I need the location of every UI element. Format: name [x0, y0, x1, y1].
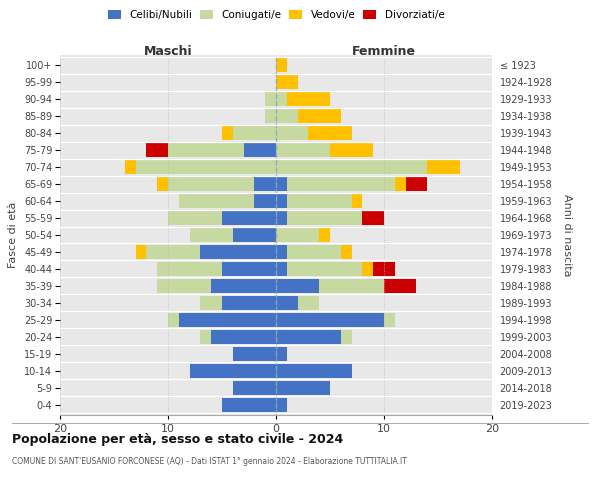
- Bar: [233, 126, 276, 140]
- Bar: [276, 75, 298, 89]
- Bar: [384, 313, 395, 327]
- Bar: [276, 109, 298, 123]
- Text: Femmine: Femmine: [352, 44, 416, 58]
- Bar: [265, 92, 276, 106]
- Bar: [276, 364, 352, 378]
- Bar: [276, 160, 427, 174]
- Bar: [287, 92, 330, 106]
- Bar: [319, 279, 384, 293]
- Bar: [341, 245, 352, 259]
- Bar: [233, 228, 276, 242]
- Bar: [222, 296, 276, 310]
- Bar: [222, 262, 276, 276]
- Bar: [308, 126, 352, 140]
- Bar: [200, 330, 211, 344]
- Bar: [276, 313, 384, 327]
- Bar: [168, 211, 222, 225]
- Y-axis label: Fasce di età: Fasce di età: [8, 202, 19, 268]
- Bar: [190, 364, 276, 378]
- Text: Maschi: Maschi: [143, 44, 193, 58]
- Bar: [276, 177, 287, 191]
- Bar: [146, 143, 168, 157]
- Bar: [276, 92, 287, 106]
- Y-axis label: Anni di nascita: Anni di nascita: [562, 194, 572, 276]
- Bar: [233, 381, 276, 395]
- Bar: [125, 160, 136, 174]
- Text: COMUNE DI SANT'EUSANIO FORCONESE (AQ) - Dati ISTAT 1° gennaio 2024 - Elaborazion: COMUNE DI SANT'EUSANIO FORCONESE (AQ) - …: [12, 457, 407, 466]
- Bar: [233, 347, 276, 361]
- Bar: [341, 330, 352, 344]
- Bar: [362, 211, 384, 225]
- Bar: [287, 262, 362, 276]
- Bar: [136, 245, 146, 259]
- Bar: [157, 177, 168, 191]
- Bar: [319, 228, 330, 242]
- Bar: [265, 109, 276, 123]
- Bar: [298, 296, 319, 310]
- Bar: [200, 296, 222, 310]
- Bar: [276, 279, 319, 293]
- Bar: [276, 262, 287, 276]
- Bar: [287, 177, 395, 191]
- Bar: [276, 58, 287, 72]
- Bar: [157, 279, 211, 293]
- Bar: [179, 194, 254, 208]
- Legend: Celibi/Nubili, Coniugati/e, Vedovi/e, Divorziati/e: Celibi/Nubili, Coniugati/e, Vedovi/e, Di…: [107, 10, 445, 20]
- Bar: [298, 109, 341, 123]
- Bar: [254, 177, 276, 191]
- Bar: [190, 228, 233, 242]
- Bar: [211, 279, 276, 293]
- Bar: [168, 313, 179, 327]
- Bar: [179, 313, 276, 327]
- Bar: [200, 245, 276, 259]
- Bar: [157, 262, 222, 276]
- Bar: [287, 194, 352, 208]
- Bar: [168, 143, 244, 157]
- Bar: [276, 398, 287, 412]
- Bar: [287, 245, 341, 259]
- Bar: [276, 211, 287, 225]
- Bar: [222, 126, 233, 140]
- Bar: [276, 194, 287, 208]
- Text: Popolazione per età, sesso e stato civile - 2024: Popolazione per età, sesso e stato civil…: [12, 432, 343, 446]
- Bar: [276, 381, 330, 395]
- Bar: [276, 228, 319, 242]
- Bar: [276, 126, 308, 140]
- Bar: [254, 194, 276, 208]
- Bar: [373, 262, 395, 276]
- Bar: [427, 160, 460, 174]
- Bar: [211, 330, 276, 344]
- Bar: [352, 194, 362, 208]
- Bar: [222, 211, 276, 225]
- Bar: [244, 143, 276, 157]
- Bar: [222, 398, 276, 412]
- Bar: [146, 245, 200, 259]
- Bar: [384, 279, 416, 293]
- Bar: [395, 177, 406, 191]
- Bar: [168, 177, 254, 191]
- Bar: [276, 330, 341, 344]
- Bar: [136, 160, 276, 174]
- Bar: [330, 143, 373, 157]
- Bar: [362, 262, 373, 276]
- Bar: [276, 245, 287, 259]
- Bar: [287, 211, 362, 225]
- Bar: [276, 296, 298, 310]
- Bar: [276, 347, 287, 361]
- Bar: [276, 143, 330, 157]
- Bar: [406, 177, 427, 191]
